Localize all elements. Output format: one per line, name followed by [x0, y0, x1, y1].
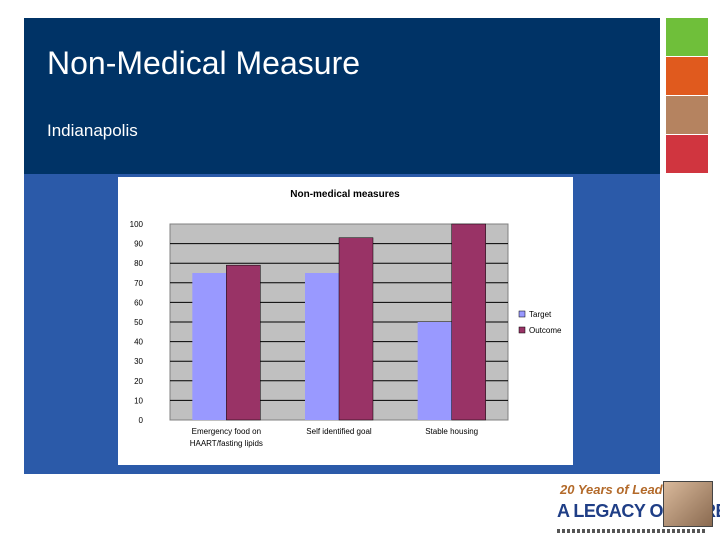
accent-stripe-red: [666, 135, 708, 173]
slide-title: Non-Medical Measure: [47, 45, 361, 81]
y-tick-label: 70: [134, 279, 143, 288]
legend-label: Target: [529, 310, 552, 319]
y-tick-label: 30: [134, 357, 143, 366]
legend-label: Outcome: [529, 326, 562, 335]
legend-swatch: [518, 310, 526, 318]
bar-outcome: [226, 264, 261, 421]
slide-header: Non-Medical Measure Indianapolis: [24, 18, 660, 174]
y-tick-label: 20: [134, 377, 143, 386]
bar-target: [192, 273, 227, 420]
y-tick-label: 10: [134, 396, 143, 405]
x-tick-label: Self identified goal: [306, 427, 372, 436]
logo-fine-print: [557, 529, 707, 533]
legend-swatch: [518, 326, 526, 334]
logo-portrait-image: [663, 481, 713, 527]
accent-stripe-orange: [666, 57, 708, 95]
x-tick-label: Emergency food on: [192, 427, 261, 436]
y-tick-label: 80: [134, 259, 143, 268]
y-tick-label: 0: [139, 416, 144, 425]
bar-target: [417, 322, 452, 420]
y-tick-label: 100: [130, 220, 144, 229]
y-tick-label: 50: [134, 318, 143, 327]
accent-stripe-green: [666, 18, 708, 56]
legacy-logo: 20 Years of Leadership A LEGACY OF CARE: [556, 481, 720, 536]
y-tick-label: 90: [134, 240, 143, 249]
x-tick-label: Stable housing: [425, 427, 478, 436]
y-tick-label: 60: [134, 298, 143, 307]
chart-container: Non-medical measures 0 10 20 30 40 50 60 70 80 90 1…: [118, 177, 573, 465]
y-tick-label: 40: [134, 338, 143, 347]
bar-target: [305, 273, 339, 420]
accent-stripe-tan: [666, 96, 708, 134]
x-tick-label: HAART/fasting lipids: [190, 439, 263, 448]
chart: Non-medical measures 0 10 20 30 40 50 60 70 80 90 1…: [130, 189, 562, 448]
bar-outcome: [338, 237, 374, 421]
chart-title: Non-medical measures: [290, 189, 400, 200]
bar-outcome: [451, 223, 486, 421]
slide-subtitle: Indianapolis: [47, 121, 138, 140]
